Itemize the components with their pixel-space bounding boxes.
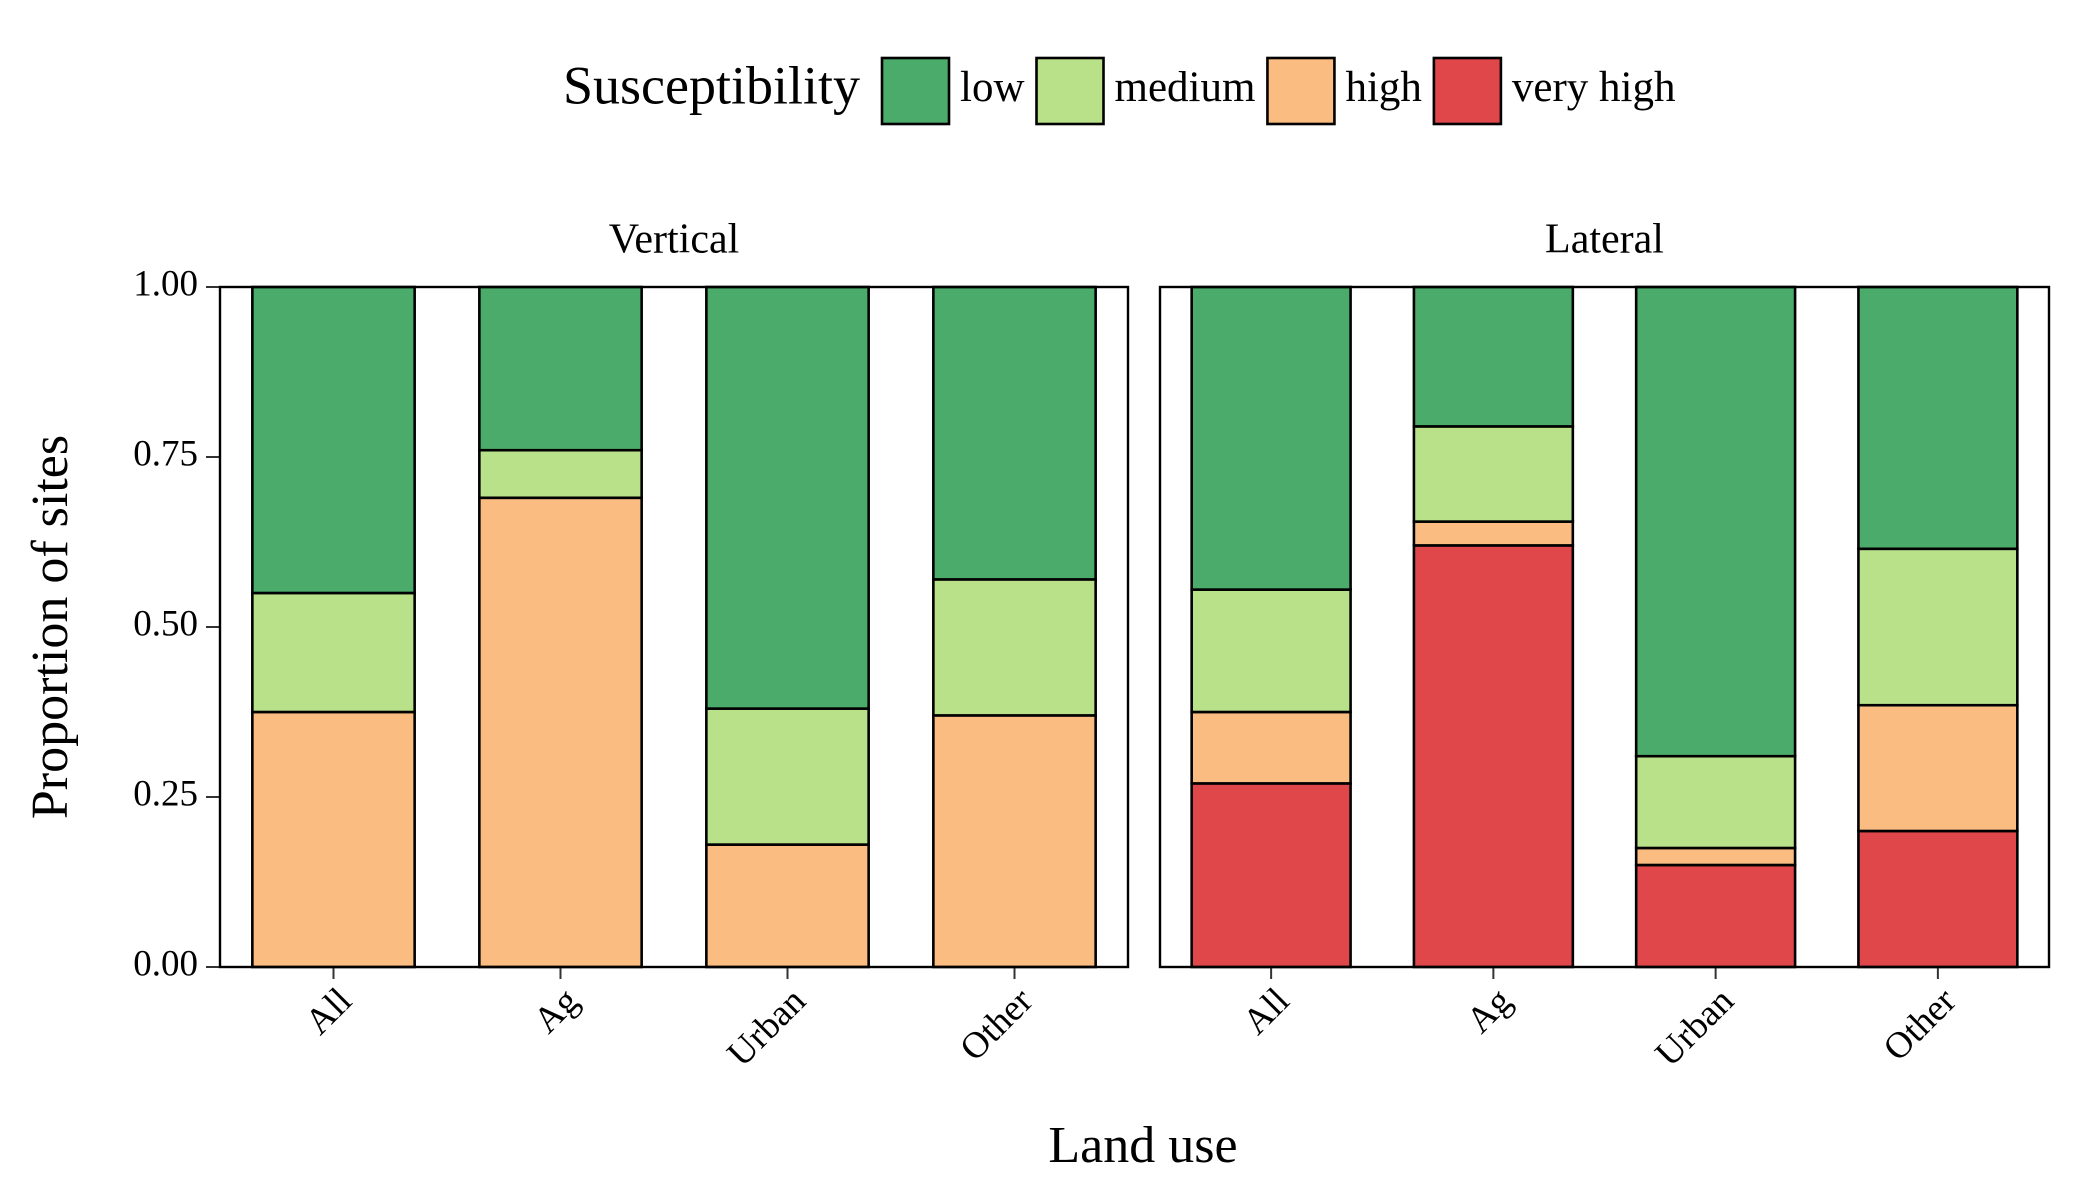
legend-swatch [880, 56, 951, 126]
legend-label: very high [1512, 64, 1676, 111]
y-axis-title: Proportion of sites [22, 435, 79, 819]
bar-segment [251, 710, 416, 969]
legend-title: Susceptibility [563, 55, 860, 115]
legend-swatch [1266, 56, 1336, 126]
bar-segment [1190, 285, 1352, 591]
x-axis-title: Land use [1048, 1117, 1237, 1174]
panel-title: Vertical [609, 217, 740, 263]
legend-label: high [1345, 64, 1421, 111]
bar-segment [1857, 829, 2019, 969]
panel-title: Lateral [1545, 217, 1664, 263]
x-tick-label: Ag [1459, 980, 1520, 1041]
bar-segment [1190, 782, 1352, 969]
bar-segment [932, 285, 1097, 581]
bar-segment [478, 496, 643, 969]
panel-border [1158, 285, 2051, 969]
bar-segment [1857, 285, 2019, 551]
x-tick-label: All [1235, 980, 1297, 1042]
panel-border [218, 285, 1130, 969]
y-tick-label: 0.75 [133, 433, 198, 474]
legend-swatch [1432, 56, 1503, 126]
bar-segment [478, 285, 643, 452]
bar-segment [1634, 754, 1797, 850]
bar-segment [705, 285, 870, 710]
bar-segment [932, 714, 1097, 969]
bar-segment [1857, 547, 2019, 707]
bar-segment [705, 707, 870, 846]
bar-segment [1634, 863, 1797, 969]
bar-segment [1634, 285, 1797, 758]
bar-segment [1412, 285, 1575, 428]
bar-segment [1412, 425, 1575, 523]
bar-segment [1412, 520, 1575, 547]
x-tick-label: Other [952, 980, 1041, 1069]
bar-segment [1412, 544, 1575, 969]
legend-label: low [960, 64, 1025, 111]
bar-segment [1190, 588, 1352, 714]
bar-segment [932, 578, 1097, 717]
x-tick-label: All [297, 980, 359, 1042]
bar-segment [1857, 703, 2019, 833]
y-tick-label: 0.00 [133, 943, 198, 984]
legend-label: medium [1115, 64, 1256, 111]
y-tick-label: 1.00 [133, 263, 198, 304]
bar-segment [1190, 710, 1352, 785]
legend-swatch [1035, 56, 1105, 126]
bar-segment [251, 591, 416, 714]
bar-segment [705, 843, 870, 969]
y-tick-label: 0.50 [133, 603, 198, 644]
x-tick-label: Urban [719, 980, 813, 1074]
y-tick-label: 0.25 [133, 773, 198, 814]
bar-segment [251, 285, 416, 595]
x-tick-label: Other [1876, 980, 1965, 1069]
x-tick-label: Urban [1648, 980, 1742, 1074]
bar-segment [1634, 846, 1797, 867]
x-tick-label: Ag [526, 980, 587, 1041]
bar-segment [478, 448, 643, 500]
